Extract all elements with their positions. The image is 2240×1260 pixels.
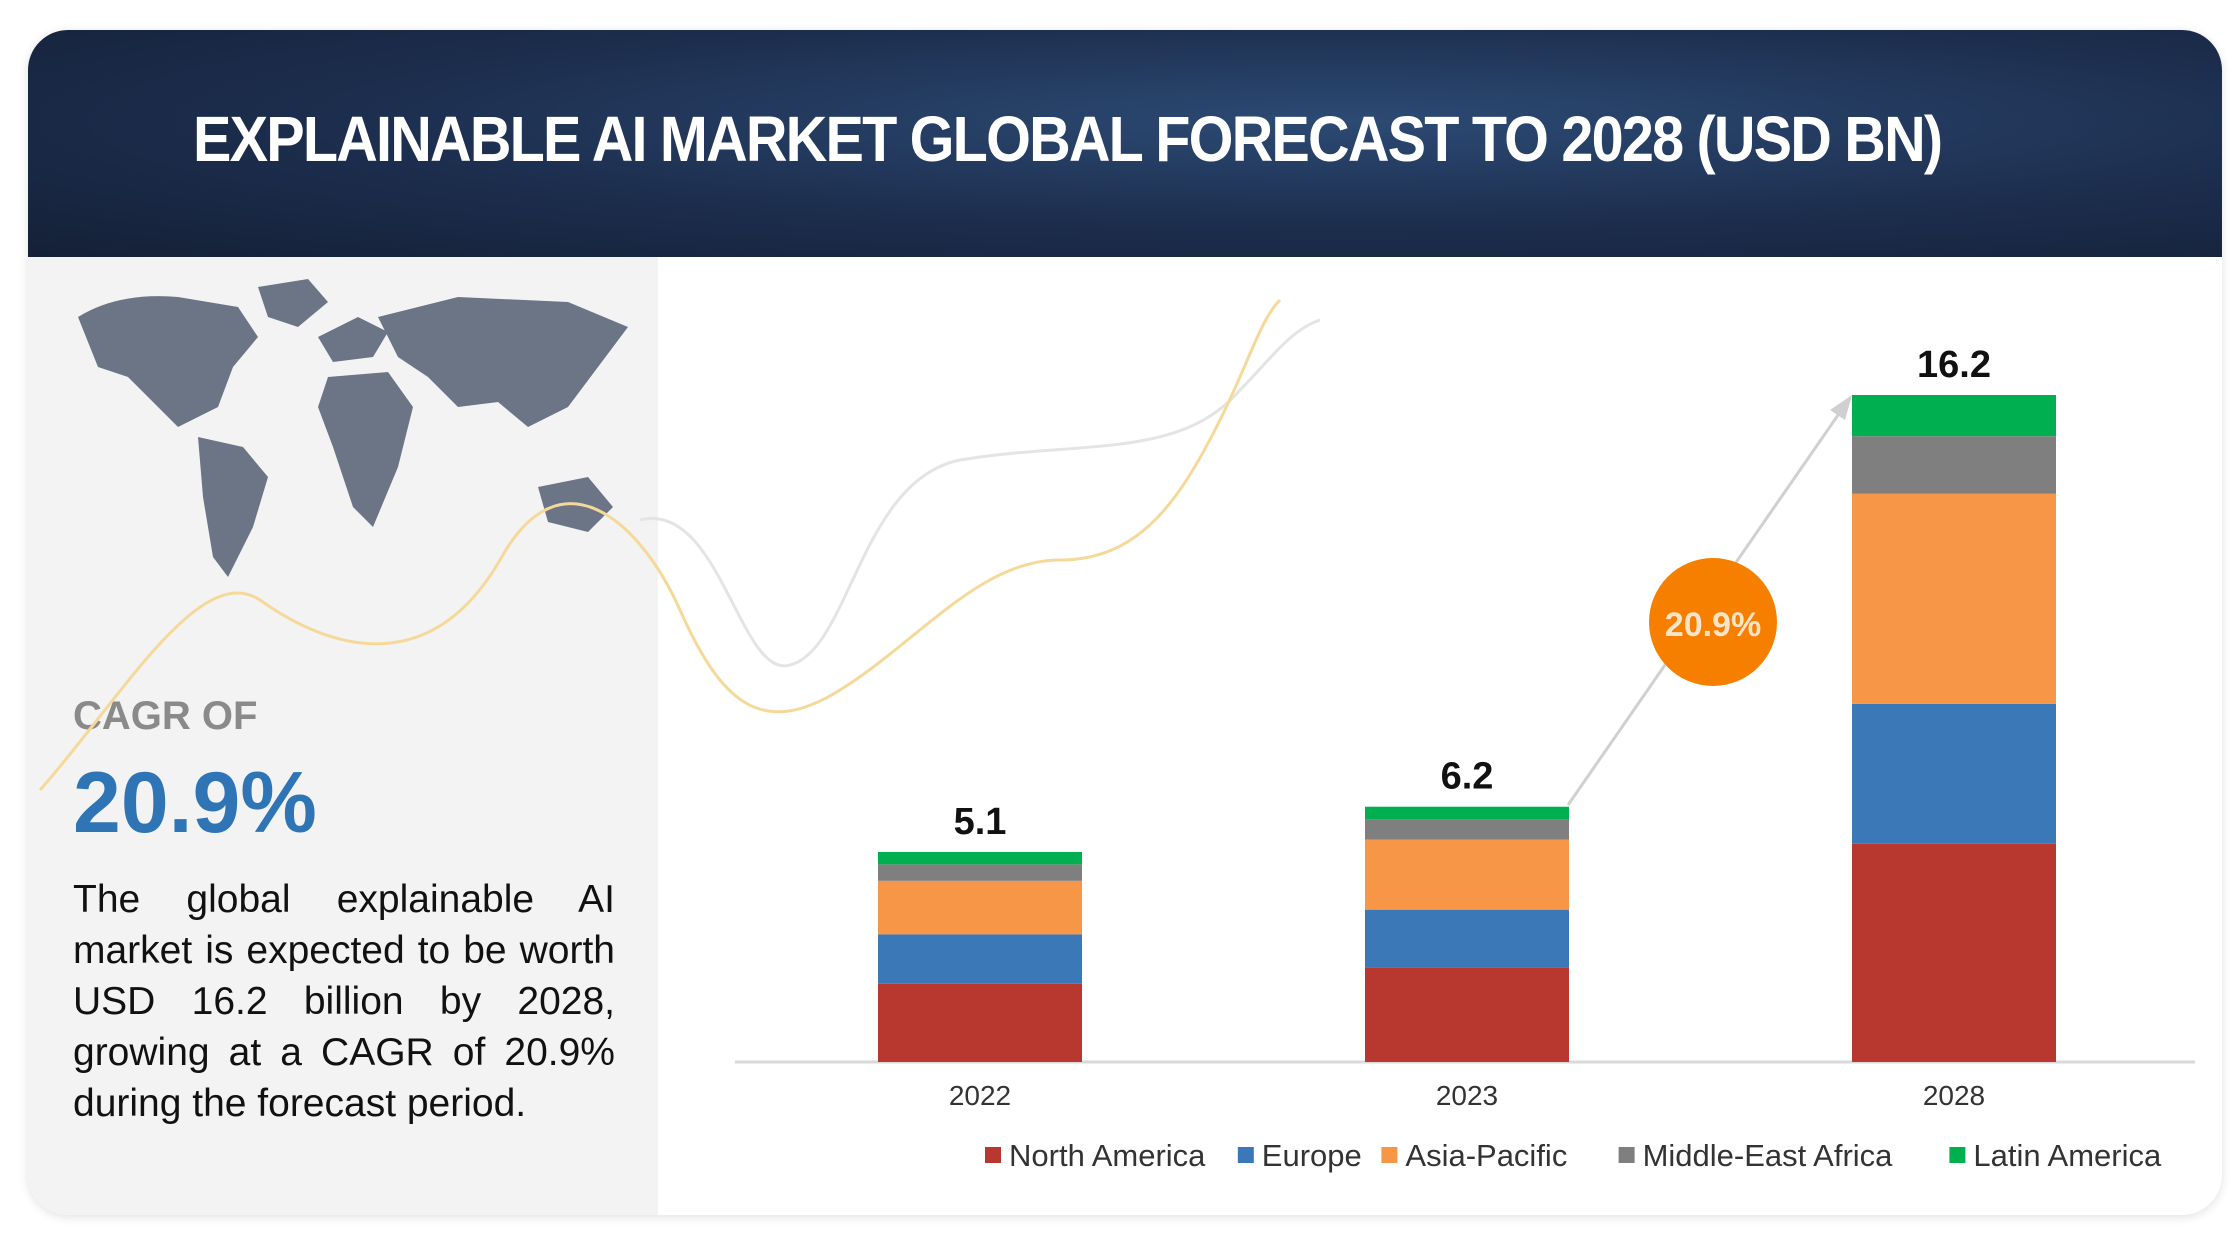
- bar-segment-north-america: [1852, 843, 2056, 1062]
- legend-swatch: [1618, 1147, 1635, 1163]
- arrow-head-icon: [1830, 395, 1852, 420]
- world-map-icon: [78, 279, 628, 577]
- legend-swatch: [985, 1147, 1001, 1163]
- x-tick-label: 2023: [1436, 1080, 1498, 1111]
- bar-segment-europe: [1365, 909, 1569, 968]
- x-tick-label: 2028: [1923, 1080, 1985, 1111]
- market-description: The global explainable AI market is expe…: [73, 878, 615, 1125]
- bar-segment-north-america: [1365, 967, 1569, 1062]
- cagr-label: CAGR OF: [73, 694, 258, 738]
- bar-segment-middle-east-africa: [1365, 819, 1569, 840]
- decorative-curve: [38, 298, 1282, 791]
- legend-label: North America: [1009, 1138, 1206, 1173]
- bar-segment-latin-america: [1365, 806, 1569, 820]
- total-label: 5.1: [954, 801, 1007, 843]
- total-label: 6.2: [1441, 756, 1494, 798]
- legend-swatch: [1949, 1147, 1966, 1163]
- legend-swatch: [1237, 1147, 1254, 1163]
- x-tick-label: 2022: [949, 1080, 1011, 1111]
- summary-panel: CAGR OF 20.9% The global explainable AI …: [28, 257, 658, 1215]
- legend-label: Latin America: [1973, 1138, 2162, 1173]
- bar-segment-asia-pacific: [1852, 493, 2056, 704]
- cagr-badge: [1649, 558, 1777, 686]
- bar-segment-middle-east-africa: [878, 864, 1082, 881]
- bar-segment-middle-east-africa: [1852, 436, 2056, 494]
- cagr-value: 20.9%: [73, 755, 317, 851]
- header-banner: EXPLAINABLE AI MARKET GLOBAL FORECAST TO…: [28, 30, 2222, 257]
- page-title: EXPLAINABLE AI MARKET GLOBAL FORECAST TO…: [193, 103, 1943, 175]
- legend-label: Middle-East Africa: [1643, 1138, 1894, 1173]
- legend-swatch: [1381, 1147, 1398, 1163]
- bar-segment-latin-america: [878, 852, 1082, 865]
- legend-label: Europe: [1262, 1138, 1362, 1173]
- decorative-curve: [639, 318, 1321, 668]
- bar-segment-europe: [1852, 703, 2056, 844]
- cagr-badge-text: 20.9%: [1665, 606, 1761, 644]
- bar-segment-latin-america: [1852, 395, 2056, 437]
- bar-segment-europe: [878, 934, 1082, 984]
- bar-segment-north-america: [878, 983, 1082, 1062]
- legend-label: Asia-Pacific: [1405, 1138, 1567, 1173]
- bar-segment-asia-pacific: [878, 880, 1082, 935]
- bar-segment-asia-pacific: [1365, 839, 1569, 910]
- total-label: 16.2: [1917, 344, 1991, 386]
